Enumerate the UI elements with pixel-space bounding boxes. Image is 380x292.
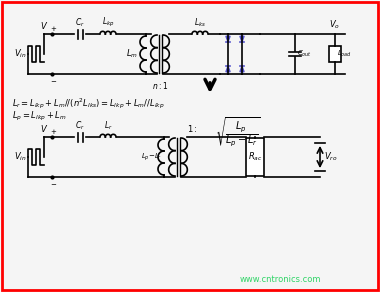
Text: $n:1$: $n:1$ — [152, 80, 168, 91]
Text: $L_{kp}$: $L_{kp}$ — [102, 16, 114, 29]
Text: $L_{ks}$: $L_{ks}$ — [194, 17, 206, 29]
Text: $L_p = L_{lkp} + L_m$: $L_p = L_{lkp} + L_m$ — [12, 110, 67, 123]
Text: www.cntronics.com: www.cntronics.com — [239, 275, 321, 284]
Text: $L_{oad}$: $L_{oad}$ — [337, 49, 352, 59]
Text: $V_o$: $V_o$ — [329, 18, 340, 31]
Text: $L_r = L_{lkp} + L_m //(n^2 L_{lks}) = L_{lkp} + L_m // L_{lkp}$: $L_r = L_{lkp} + L_m //(n^2 L_{lks}) = L… — [12, 97, 165, 111]
Polygon shape — [240, 66, 244, 72]
Text: $\sqrt{\dfrac{L_p}{L_p - L_r}}$: $\sqrt{\dfrac{L_p}{L_p - L_r}}$ — [215, 115, 261, 149]
Text: $L_r$: $L_r$ — [104, 119, 112, 132]
Bar — [329, 46, 341, 62]
Text: $1:$: $1:$ — [187, 124, 197, 135]
Text: $C_r$: $C_r$ — [75, 17, 85, 29]
Text: $-$: $-$ — [50, 180, 57, 186]
Polygon shape — [226, 36, 230, 42]
Text: $C_{out}$: $C_{out}$ — [297, 49, 312, 59]
Text: $L_m$: $L_m$ — [126, 48, 138, 60]
Text: $V_{in}$: $V_{in}$ — [14, 151, 27, 163]
Text: $V$: $V$ — [40, 20, 48, 31]
Text: $R_{ac}$: $R_{ac}$ — [248, 151, 262, 163]
Text: $V_{ro}$: $V_{ro}$ — [324, 151, 337, 163]
Polygon shape — [240, 36, 244, 42]
Bar — [246, 138, 264, 176]
Text: $C_r$: $C_r$ — [75, 119, 85, 132]
Text: $-$: $-$ — [50, 77, 57, 83]
Text: $L_p{-}L_r$: $L_p{-}L_r$ — [141, 151, 162, 163]
Text: $+$: $+$ — [50, 24, 57, 33]
Text: $+$: $+$ — [50, 127, 57, 136]
Text: $V$: $V$ — [40, 123, 48, 134]
Polygon shape — [226, 66, 230, 72]
Text: $V_{in}$: $V_{in}$ — [14, 48, 27, 60]
